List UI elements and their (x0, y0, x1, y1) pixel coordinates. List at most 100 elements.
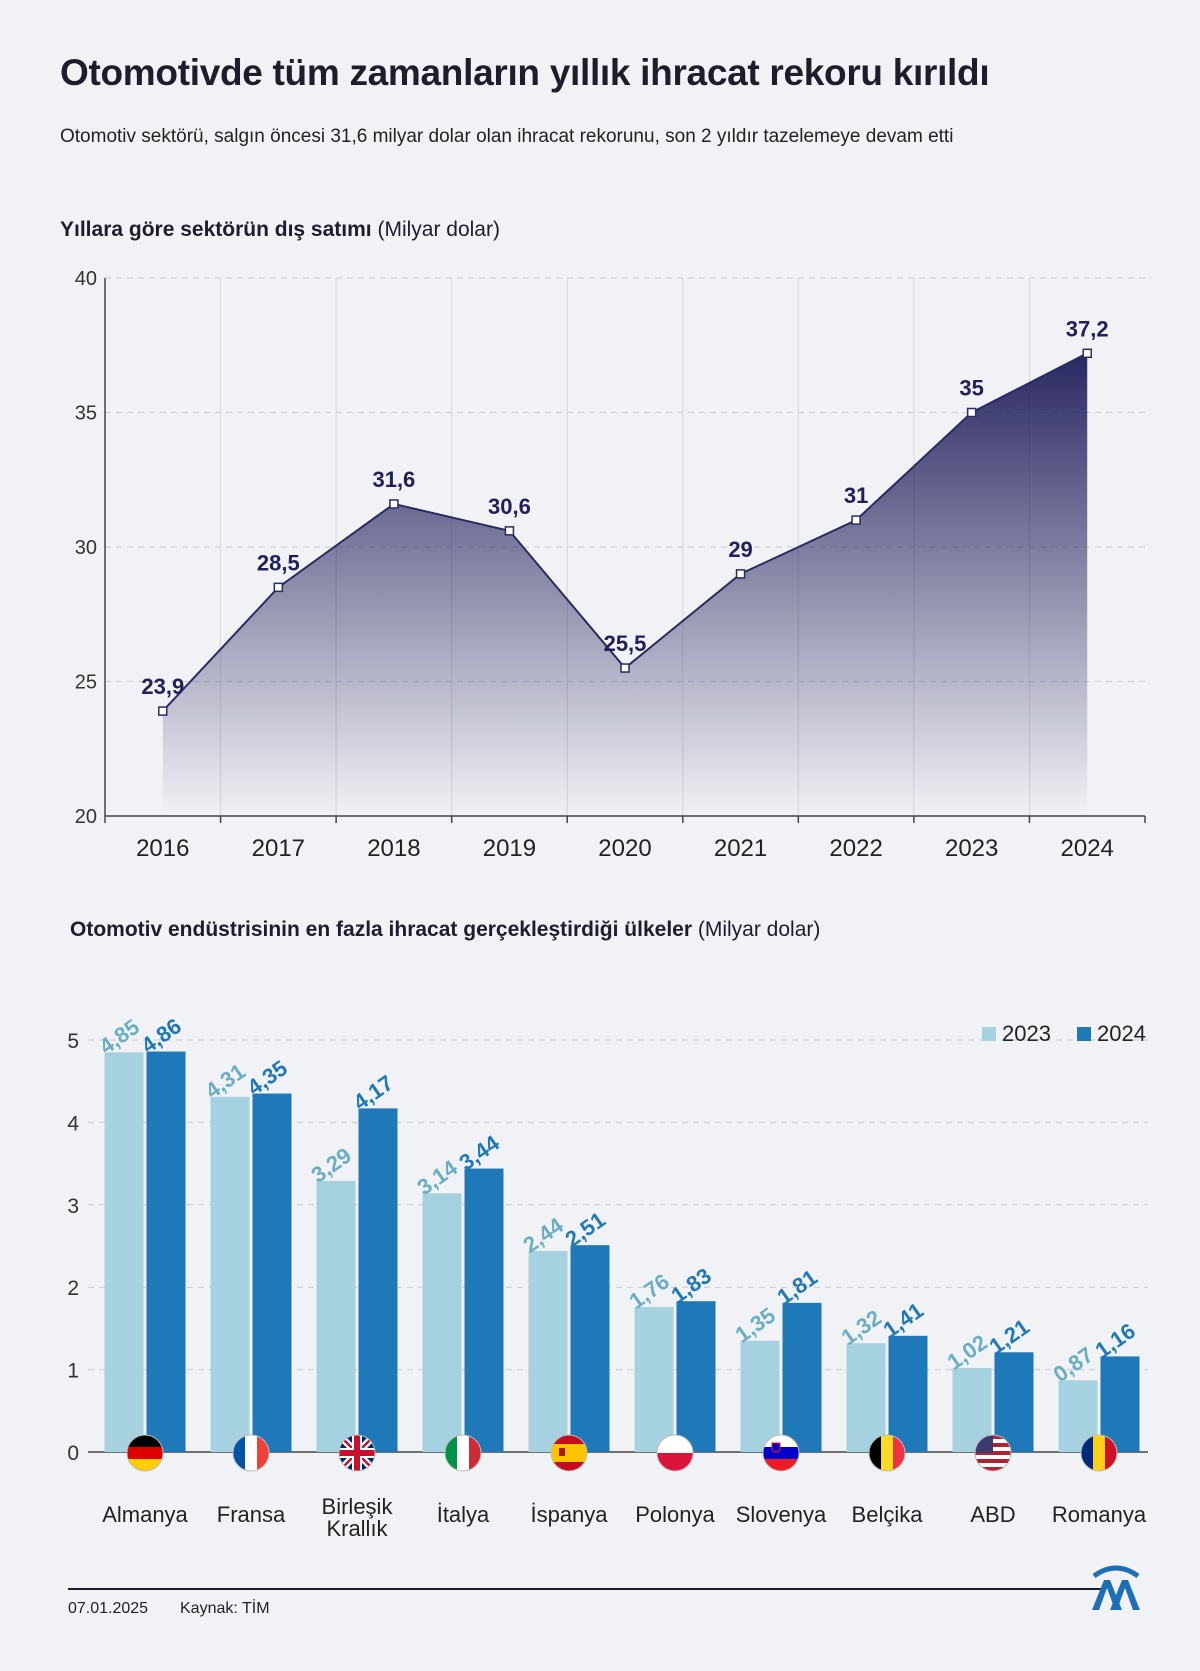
category-label: Fransa (217, 1502, 286, 1527)
legend-item-2024: 2024 (1077, 1021, 1146, 1046)
bar-2024 (252, 1093, 292, 1452)
x-tick-label: 2020 (598, 835, 651, 862)
bar-chart-title-text: Otomotiv endüstrisinin en fazla ihracat … (70, 918, 693, 941)
line-chart-unit: (Milyar dolar) (377, 218, 500, 241)
data-label: 31,6 (372, 467, 415, 492)
bar-value-label: 3,14 (413, 1155, 463, 1200)
germany-flag-icon (126, 1434, 164, 1472)
bar-value-label: 0,87 (1049, 1342, 1098, 1387)
category-label: İtalya (437, 1502, 490, 1527)
bar-2024 (146, 1051, 186, 1452)
y-tick-label: 2 (67, 1277, 79, 1300)
footer-divider (68, 1588, 1103, 1590)
data-label: 23,9 (141, 674, 184, 699)
bar-value-label: 1,83 (667, 1263, 716, 1308)
bar-value-label: 2,51 (561, 1207, 610, 1252)
data-label: 31 (844, 483, 868, 508)
x-tick-label: 2023 (945, 835, 998, 862)
france-flag-icon (232, 1434, 270, 1472)
x-tick-label: 2018 (367, 835, 420, 862)
legend-label: 2024 (1097, 1021, 1146, 1046)
x-tick-label: 2016 (136, 835, 189, 862)
bar-2023 (422, 1193, 462, 1452)
bar-2023 (634, 1306, 674, 1452)
page-title: Otomotivde tüm zamanların yıllık ihracat… (60, 52, 990, 93)
bar-2023 (210, 1096, 250, 1452)
category-label: Almanya (102, 1502, 188, 1527)
spain-flag-icon (550, 1434, 588, 1472)
bar-2023 (740, 1340, 780, 1452)
bar-value-label: 3,44 (455, 1130, 505, 1175)
y-tick-label: 1 (67, 1360, 79, 1383)
data-label: 30,6 (488, 494, 531, 519)
category-label: Polonya (635, 1502, 715, 1527)
bar-value-label: 4,35 (243, 1055, 292, 1100)
y-tick-label: 4 (67, 1112, 79, 1135)
legend-label: 2023 (1002, 1021, 1051, 1046)
page-subtitle: Otomotiv sektörü, salgın öncesi 31,6 mil… (60, 126, 954, 147)
bar-value-label: 1,81 (773, 1265, 822, 1310)
bar-2024 (358, 1108, 398, 1452)
poland-flag-icon (656, 1434, 694, 1472)
slovenia-flag-icon (762, 1434, 800, 1472)
x-tick-label: 2022 (829, 835, 882, 862)
data-point (273, 582, 284, 593)
data-point (1082, 348, 1092, 359)
category-label: Slovenya (736, 1502, 827, 1527)
bar-2023 (316, 1180, 356, 1452)
bar-value-label: 1,32 (837, 1305, 886, 1350)
bar-2024 (888, 1335, 928, 1452)
usa-flag-icon (974, 1434, 1012, 1472)
bar-2024 (570, 1245, 610, 1452)
data-label: 35 (959, 376, 983, 401)
data-label: 28,5 (257, 550, 300, 575)
bar-value-label: 1,21 (985, 1314, 1034, 1359)
uk-flag-icon (338, 1434, 376, 1472)
bar-2024 (464, 1168, 504, 1452)
bar-value-label: 1,02 (943, 1330, 992, 1375)
y-tick-label: 5 (67, 1030, 79, 1053)
y-tick-label: 35 (75, 403, 97, 425)
bar-value-label: 2,44 (519, 1212, 569, 1257)
bar-chart-unit: (Milyar dolar) (697, 918, 821, 941)
data-point (851, 515, 861, 525)
bar-2024 (994, 1352, 1034, 1452)
y-tick-label: 0 (67, 1442, 79, 1465)
y-tick-label: 30 (75, 537, 97, 559)
bar-2023 (846, 1343, 886, 1452)
bar-value-label: 1,41 (879, 1297, 928, 1342)
bar-value-label: 4,17 (349, 1070, 398, 1115)
data-point (620, 663, 630, 673)
line-chart-title: Yıllara göre sektörün dış satımı (Milyar… (60, 218, 500, 242)
bar-2023 (528, 1250, 568, 1452)
romania-flag-icon (1080, 1434, 1118, 1472)
data-label: 37,2 (1066, 316, 1109, 341)
bar-value-label: 3,29 (307, 1143, 356, 1188)
legend-swatch (982, 1027, 996, 1041)
data-label: 29 (728, 537, 752, 562)
x-tick-label: 2017 (252, 835, 305, 862)
bar-value-label: 1,76 (625, 1269, 674, 1314)
aa-logo-icon (1092, 1565, 1140, 1610)
bar-2023 (104, 1052, 144, 1452)
belgium-flag-icon (868, 1434, 906, 1472)
area-fill (162, 353, 1088, 816)
bar-2024 (782, 1302, 822, 1452)
bar-value-label: 1,35 (731, 1302, 780, 1347)
italy-flag-icon (444, 1434, 482, 1472)
line-chart-title-text: Yıllara göre sektörün dış satımı (60, 218, 372, 241)
category-label: İspanya (530, 1502, 608, 1527)
category-label: Birleşik Krallık (322, 1494, 394, 1541)
y-tick-label: 25 (75, 672, 97, 694)
y-tick-label: 20 (75, 806, 97, 828)
data-point (504, 526, 515, 536)
x-tick-label: 2019 (483, 835, 536, 862)
bar-value-label: 4,86 (137, 1013, 186, 1058)
legend-item-2023: 2023 (982, 1021, 1051, 1046)
data-point (158, 706, 168, 716)
category-label: Romanya (1052, 1502, 1147, 1527)
data-point (735, 569, 746, 579)
data-label: 25,5 (604, 631, 647, 656)
bar-2024 (676, 1301, 716, 1452)
